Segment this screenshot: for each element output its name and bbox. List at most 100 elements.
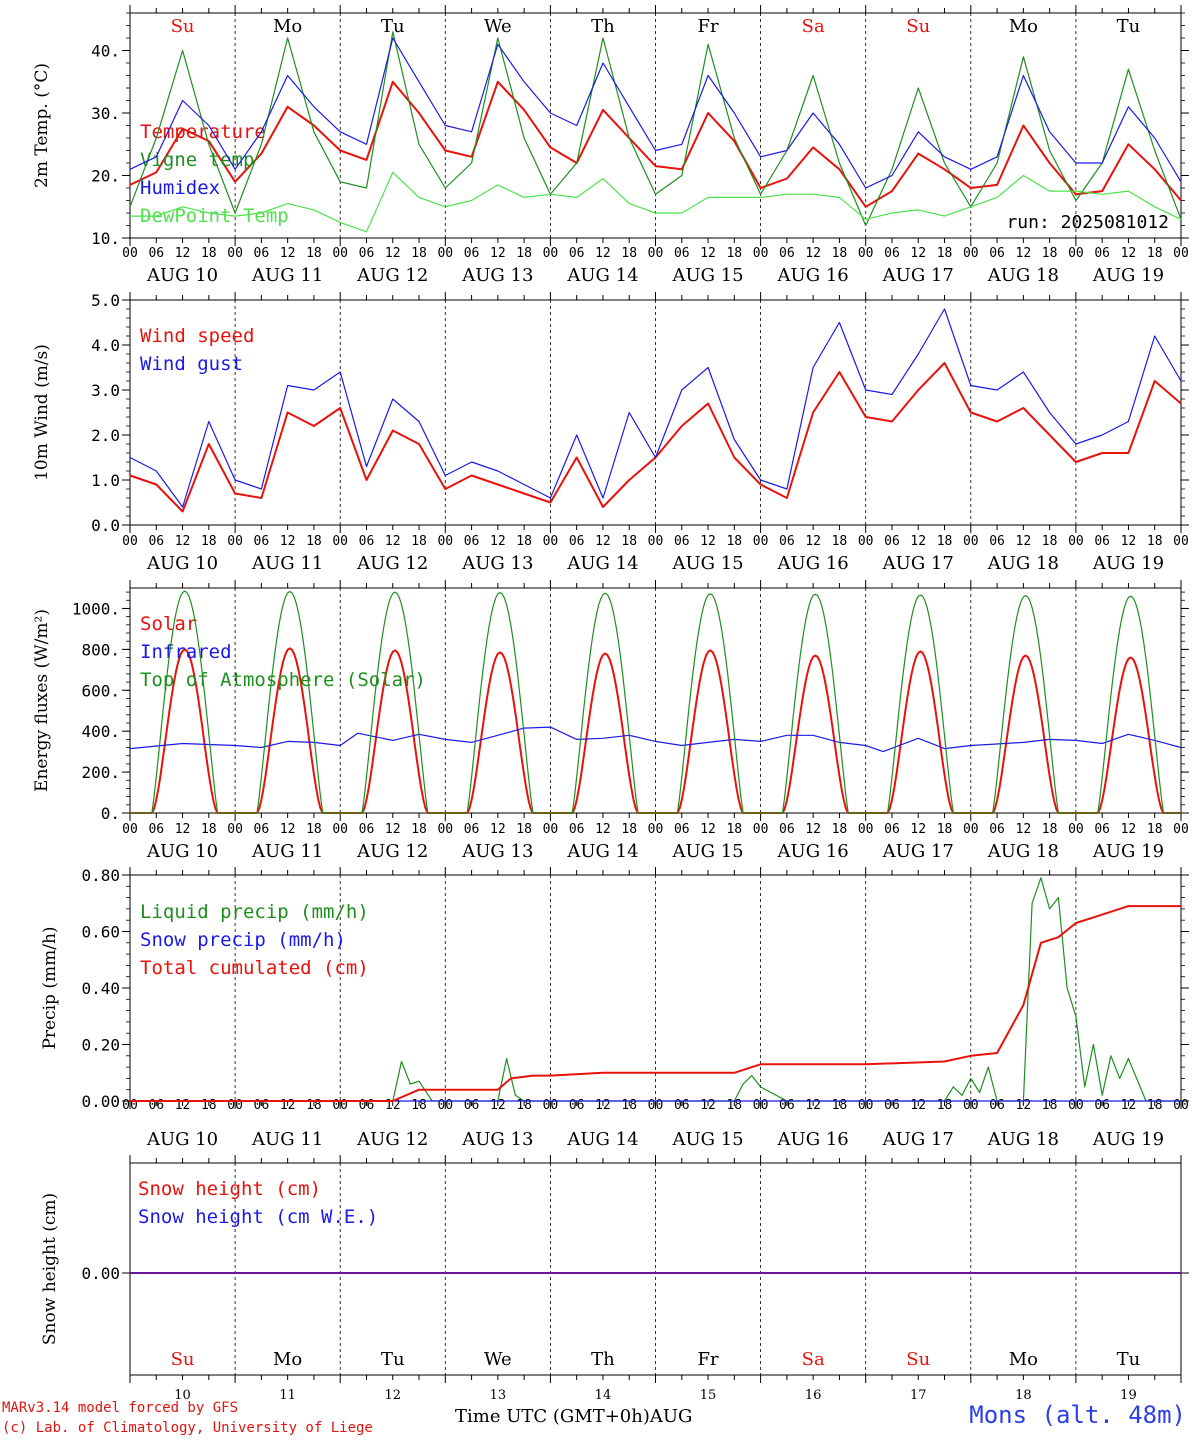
date-label: AUG 13: [461, 265, 533, 286]
series-line: [129, 31, 1182, 227]
hour-tick-label: 18: [1147, 534, 1163, 549]
y-tick-label: 30.: [91, 104, 120, 123]
hour-tick-label: 00: [858, 246, 874, 261]
hour-tick-label: 00: [122, 822, 138, 837]
y-tick-label: 0.20: [81, 1036, 120, 1055]
hour-tick-label: 12: [910, 246, 926, 261]
date-label: AUG 12: [356, 841, 428, 862]
run-annotation: run: 2025081012: [1006, 212, 1169, 233]
date-label: AUG 19: [1092, 1129, 1164, 1150]
hour-tick-label: 12: [1016, 1098, 1032, 1113]
hour-tick-label: 18: [306, 246, 322, 261]
hour-tick-label: 00: [543, 246, 559, 261]
hour-tick-label: 00: [858, 534, 874, 549]
hour-tick-label: 06: [148, 822, 164, 837]
date-label: AUG 10: [146, 265, 218, 286]
date-label: AUG 11: [251, 841, 323, 862]
day-name: Mo: [1009, 16, 1038, 37]
hour-tick-label: 06: [1094, 1098, 1110, 1113]
hour-tick-label: 00: [332, 246, 348, 261]
legend-entry: Humidex: [140, 177, 220, 199]
hour-tick-label: 18: [937, 534, 953, 549]
hour-tick-label: 06: [674, 1098, 690, 1113]
y-tick-label: 0.40: [81, 979, 120, 998]
series-line: [129, 37, 1182, 189]
hour-tick-label: 12: [910, 822, 926, 837]
legend-entry: Snow height (cm): [138, 1178, 321, 1200]
hour-tick-label: 06: [674, 534, 690, 549]
hour-tick-label: 12: [700, 534, 716, 549]
hour-tick-label: 18: [726, 822, 742, 837]
day-number: 18: [1015, 1388, 1032, 1403]
y-axis-label: Precip (mm/h): [40, 926, 60, 1049]
hour-tick-label: 00: [858, 1098, 874, 1113]
y-tick-label: 40.: [91, 42, 120, 61]
hour-tick-label: 18: [832, 822, 848, 837]
date-label: AUG 13: [461, 841, 533, 862]
panel-1: 10. 20. 30. 40. 2m Temp. (°C) 00 06 12 18 AUG 10 0…: [32, 5, 1189, 286]
date-label: AUG 12: [356, 1129, 428, 1150]
series-line: [129, 726, 1182, 753]
y-tick-label: 200.: [81, 763, 120, 782]
hour-tick-label: 00: [648, 1098, 664, 1113]
y-tick-label: 5.0: [91, 291, 120, 310]
hour-tick-label: 18: [832, 534, 848, 549]
legend-entry: Infrared: [140, 641, 232, 663]
date-label: AUG 10: [146, 553, 218, 574]
hour-tick-label: 00: [1068, 246, 1084, 261]
hour-tick-label: 18: [411, 1098, 427, 1113]
hour-tick-label: 12: [175, 246, 191, 261]
hour-tick-label: 06: [254, 534, 270, 549]
hour-tick-label: 06: [254, 822, 270, 837]
day-number: 11: [279, 1388, 296, 1403]
y-tick-label: 3.0: [91, 381, 120, 400]
x-axis-label: Time UTC (GMT+0h)AUG: [455, 1406, 692, 1427]
hour-tick-label: 12: [1121, 1098, 1137, 1113]
hour-tick-label: 12: [700, 246, 716, 261]
hour-tick-label: 00: [543, 1098, 559, 1113]
day-name: We: [484, 1349, 512, 1370]
y-tick-label: 10.: [91, 229, 120, 248]
station-title: Mons (alt. 48m): [969, 1401, 1186, 1429]
day-name: Mo: [273, 16, 302, 37]
hour-tick-label: 12: [805, 534, 821, 549]
hour-tick-label: 18: [1147, 822, 1163, 837]
hour-tick-label: 00: [122, 534, 138, 549]
month-label: AUG: [649, 1406, 693, 1427]
series-line: [129, 80, 1182, 208]
lab-credit: (c) Lab. of Climatology, University of L…: [2, 1420, 373, 1436]
date-label: AUG 15: [671, 1129, 743, 1150]
hour-tick-label: 00: [753, 534, 769, 549]
y-tick-label: 0.00: [81, 1092, 120, 1111]
hour-tick-label: 06: [254, 246, 270, 261]
y-axis-label: Snow height (cm): [40, 1193, 60, 1345]
hour-tick-label: 00: [963, 1098, 979, 1113]
panel-2: 0.0 1.0 2.0 3.0 4.0 5.0 10m Wind (m/s) 00 06 12 18…: [32, 291, 1189, 574]
y-tick-label: 0.: [101, 804, 120, 823]
hour-tick-label: 12: [175, 822, 191, 837]
hour-tick-label: 06: [779, 246, 795, 261]
hour-tick-label: 00: [1173, 822, 1189, 837]
hour-tick-label: 18: [411, 246, 427, 261]
hour-tick-label: 12: [700, 1098, 716, 1113]
hour-tick-label: 06: [148, 246, 164, 261]
date-label: AUG 16: [777, 841, 849, 862]
legend-entry: DewPoint Temp: [140, 205, 289, 227]
y-tick-label: 0.00: [81, 1264, 120, 1283]
day-number: 16: [805, 1388, 822, 1403]
hour-tick-label: 18: [937, 246, 953, 261]
hour-tick-label: 12: [1016, 822, 1032, 837]
date-label: AUG 14: [566, 265, 638, 286]
legend-entry: Wind speed: [140, 325, 254, 347]
hour-tick-label: 06: [569, 246, 585, 261]
hour-tick-label: 06: [884, 1098, 900, 1113]
hour-tick-label: 18: [937, 822, 953, 837]
x-axis-label-text: Time UTC (GMT+0h): [455, 1406, 650, 1427]
date-label: AUG 16: [777, 265, 849, 286]
date-label: AUG 18: [987, 841, 1059, 862]
hour-tick-label: 12: [490, 822, 506, 837]
day-name: Su: [906, 1349, 930, 1370]
hour-tick-label: 18: [726, 1098, 742, 1113]
day-name: Tu: [381, 16, 405, 37]
legend-entry: Wind gust: [140, 353, 243, 375]
